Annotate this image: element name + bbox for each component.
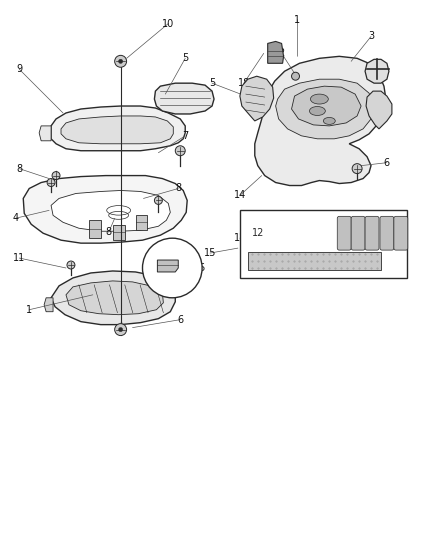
Text: 12: 12 <box>233 233 245 243</box>
Polygon shape <box>113 225 124 240</box>
FancyBboxPatch shape <box>393 216 407 250</box>
Polygon shape <box>291 86 360 126</box>
Polygon shape <box>157 260 178 272</box>
Text: 2: 2 <box>278 49 284 58</box>
Polygon shape <box>239 76 273 121</box>
Circle shape <box>154 197 162 204</box>
Text: 6: 6 <box>383 158 389 168</box>
Polygon shape <box>154 83 214 114</box>
Text: 8: 8 <box>175 183 181 193</box>
Text: 1: 1 <box>294 14 300 25</box>
Polygon shape <box>365 91 391 129</box>
Ellipse shape <box>310 94 328 104</box>
Polygon shape <box>61 116 173 144</box>
Circle shape <box>114 55 126 67</box>
Polygon shape <box>267 42 283 63</box>
Circle shape <box>118 327 123 332</box>
Text: 1: 1 <box>26 305 32 314</box>
Polygon shape <box>51 271 175 325</box>
Ellipse shape <box>323 117 335 124</box>
FancyBboxPatch shape <box>364 216 378 250</box>
Text: 5: 5 <box>182 53 188 63</box>
Polygon shape <box>66 281 163 314</box>
Polygon shape <box>135 215 147 230</box>
Text: 5: 5 <box>208 78 215 88</box>
Circle shape <box>351 164 361 174</box>
Circle shape <box>67 261 75 269</box>
Circle shape <box>175 146 185 156</box>
Polygon shape <box>23 175 187 243</box>
Text: 15: 15 <box>203 248 216 258</box>
Polygon shape <box>364 59 388 83</box>
Polygon shape <box>51 190 170 231</box>
Text: 8: 8 <box>16 164 22 174</box>
FancyBboxPatch shape <box>239 211 406 278</box>
Polygon shape <box>275 79 373 139</box>
Ellipse shape <box>309 107 325 116</box>
Text: 6: 6 <box>177 314 183 325</box>
Polygon shape <box>44 298 53 312</box>
Circle shape <box>142 238 201 298</box>
Text: 9: 9 <box>16 64 22 74</box>
Text: 3: 3 <box>367 31 373 42</box>
FancyBboxPatch shape <box>379 216 393 250</box>
Text: 11: 11 <box>13 253 25 263</box>
Circle shape <box>114 324 126 336</box>
FancyBboxPatch shape <box>350 216 364 250</box>
Polygon shape <box>51 106 185 151</box>
Text: 14: 14 <box>233 190 245 200</box>
Circle shape <box>52 172 60 180</box>
FancyBboxPatch shape <box>336 216 350 250</box>
Text: 12: 12 <box>251 228 264 238</box>
Circle shape <box>118 59 123 63</box>
Text: 8: 8 <box>106 227 112 237</box>
Text: 18: 18 <box>237 78 249 88</box>
Text: 7: 7 <box>182 131 188 141</box>
Circle shape <box>47 179 55 187</box>
Polygon shape <box>247 252 380 270</box>
Polygon shape <box>39 126 51 141</box>
Text: 15: 15 <box>194 263 206 273</box>
Text: 10: 10 <box>162 19 174 29</box>
Polygon shape <box>254 56 385 185</box>
Polygon shape <box>88 220 101 238</box>
Circle shape <box>291 72 299 80</box>
Text: 4: 4 <box>12 213 18 223</box>
